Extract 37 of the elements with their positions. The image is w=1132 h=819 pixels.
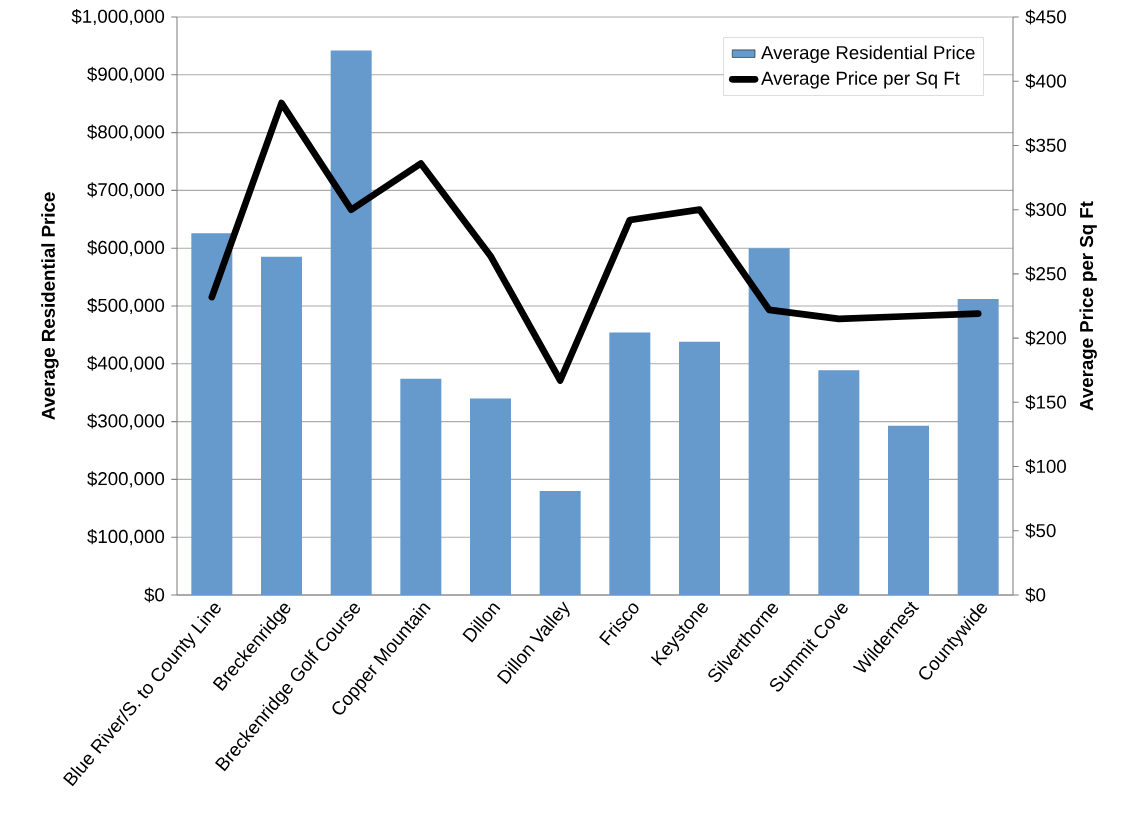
bar (470, 398, 511, 595)
bar (888, 425, 929, 595)
y-axis-title: Average Residential Price (41, 192, 59, 420)
bar (748, 248, 790, 595)
y-tick-label: $900,000 (87, 66, 165, 83)
y2-tick-label: $150 (1025, 394, 1066, 410)
y2-tick-label: $0 (1025, 587, 1046, 603)
y2-tick-label: $200 (1025, 330, 1066, 346)
bar (330, 50, 372, 595)
y-tick-label: $200,000 (87, 471, 165, 488)
bar (191, 233, 233, 595)
bar (957, 299, 999, 595)
y-tick-label: $500,000 (87, 297, 165, 315)
bar (400, 378, 442, 595)
y-tick-label: $800,000 (87, 124, 165, 141)
y-tick-label: $700,000 (87, 182, 165, 199)
legend-label: Average Price per Sq Ft (761, 71, 960, 89)
y2-tick-label: $300 (1025, 202, 1066, 218)
y-tick-label: $1,000,000 (71, 8, 165, 26)
legend-label: Average Residential Price (761, 45, 975, 63)
y2-tick-label: $100 (1025, 458, 1066, 475)
bar (539, 490, 581, 595)
y-tick-label: $100,000 (87, 529, 165, 546)
bar (609, 332, 651, 595)
y-tick-label: $400,000 (87, 355, 165, 372)
y-tick-label: $600,000 (87, 240, 165, 257)
y-tick-label: $300,000 (87, 413, 165, 430)
bar (818, 370, 860, 595)
bar (261, 256, 302, 595)
y2-tick-label: $450 (1025, 9, 1066, 25)
y2-tick-label: $250 (1025, 266, 1066, 282)
bar (679, 341, 721, 595)
y2-tick-label: $400 (1025, 73, 1066, 89)
y2-tick-label: $350 (1025, 137, 1066, 153)
y-tick-label: $0 (144, 587, 165, 603)
y2-tick-label: $50 (1025, 523, 1056, 539)
y2-axis-title: Average Price per Sq Ft (1079, 201, 1097, 411)
